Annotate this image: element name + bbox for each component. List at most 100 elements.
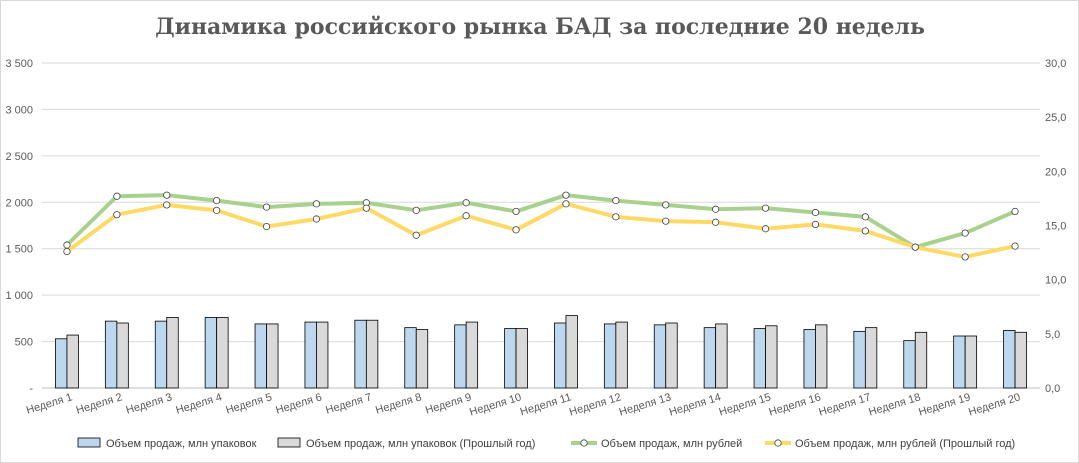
line-point xyxy=(113,192,121,200)
line-point xyxy=(512,207,520,216)
bar xyxy=(1014,331,1027,389)
bar xyxy=(1003,330,1016,389)
bar xyxy=(204,317,218,389)
line-point xyxy=(761,225,770,233)
bar xyxy=(454,324,467,389)
bar xyxy=(953,335,966,389)
line-point xyxy=(712,205,720,213)
line-point xyxy=(63,241,71,249)
bar xyxy=(266,323,279,389)
line-point xyxy=(861,213,869,221)
y-axis-left: - 500 1 000 1 500 2 000 2 500 3 000 3 500 xyxy=(5,58,33,395)
y-left-tick-label: - xyxy=(29,383,33,395)
line-point xyxy=(612,196,620,205)
legend-label: Объем продаж, млн упаковок xyxy=(106,438,257,450)
line-point xyxy=(761,204,770,212)
bar xyxy=(66,334,79,389)
series-line xyxy=(64,201,1018,259)
legend-marker xyxy=(580,439,588,447)
bar xyxy=(304,321,317,389)
bar xyxy=(404,327,417,389)
line-point xyxy=(213,196,221,205)
bar xyxy=(615,321,628,389)
line-point xyxy=(562,200,570,208)
bar xyxy=(964,335,978,389)
line-point xyxy=(712,218,720,226)
bar xyxy=(815,324,828,389)
bar xyxy=(55,338,68,389)
legend-swatch xyxy=(277,437,301,448)
line-point xyxy=(512,226,520,234)
bar xyxy=(753,328,766,389)
bar xyxy=(415,329,429,389)
y-right-tick-label: 10,0 xyxy=(1045,275,1066,287)
bar xyxy=(554,322,567,389)
y-left-tick-label: 1 000 xyxy=(5,290,33,302)
bar xyxy=(104,320,118,389)
bar xyxy=(254,323,267,389)
line-series xyxy=(63,191,1019,261)
bar xyxy=(354,319,367,389)
series-line xyxy=(64,193,1018,250)
bar xyxy=(515,328,528,389)
bar xyxy=(715,323,728,389)
legend: Объем продаж, млн упаковок Объем продаж, … xyxy=(77,437,1015,450)
y-right-tick-label: 25,0 xyxy=(1045,112,1066,124)
line-point xyxy=(811,220,820,229)
legend-label: Объем продаж, млн упаковок (Прошлый год) xyxy=(306,438,535,450)
line-point xyxy=(213,206,221,214)
line-point xyxy=(262,222,271,231)
y-left-tick-label: 2 000 xyxy=(5,197,33,209)
y-right-tick-label: 0,0 xyxy=(1045,383,1060,395)
line-point xyxy=(362,204,370,212)
line-point xyxy=(412,231,420,239)
bar xyxy=(853,330,866,389)
line-point xyxy=(662,201,670,209)
line-point xyxy=(1011,207,1019,216)
y-left-tick-label: 500 xyxy=(15,337,33,349)
y-right-tick-label: 5,0 xyxy=(1045,329,1060,341)
line-point xyxy=(961,229,969,237)
line-point xyxy=(861,227,869,235)
bar xyxy=(565,315,578,389)
legend-label: Объем продаж, млн рублей (Прошлый год) xyxy=(795,438,1015,450)
bar xyxy=(365,319,379,389)
y-right-tick-label: 20,0 xyxy=(1045,166,1066,178)
y-axis-right: 0,0 5,0 10,0 15,0 20,0 25,0 30,0 xyxy=(1045,58,1066,395)
bar xyxy=(603,323,617,389)
y-left-tick-label: 3 500 xyxy=(5,58,33,70)
line-point xyxy=(961,253,969,261)
bar xyxy=(653,324,667,389)
bar xyxy=(504,328,517,389)
bar xyxy=(665,322,678,389)
bar xyxy=(116,322,129,389)
line-point xyxy=(811,208,820,217)
bar xyxy=(703,327,717,389)
line-point xyxy=(462,199,470,207)
y-left-tick-label: 2 500 xyxy=(5,151,33,163)
line-point xyxy=(462,212,470,220)
bar-series xyxy=(55,315,1027,389)
y-right-tick-label: 30,0 xyxy=(1045,58,1066,70)
line-point xyxy=(1011,242,1019,250)
legend-marker xyxy=(774,439,782,447)
bar xyxy=(903,340,916,389)
line-point xyxy=(312,215,321,223)
line-point xyxy=(412,206,420,214)
line-point xyxy=(612,213,620,221)
bar xyxy=(914,331,928,389)
legend-label: Объем продаж, млн рублей xyxy=(601,438,742,450)
bar xyxy=(864,327,878,389)
bar xyxy=(216,317,229,389)
bar xyxy=(154,320,168,389)
line-point xyxy=(163,191,171,199)
bar xyxy=(765,325,778,389)
line-point xyxy=(312,200,321,208)
bar xyxy=(803,329,816,389)
bar xyxy=(465,321,479,389)
line-point xyxy=(911,243,919,251)
line-point xyxy=(113,211,121,219)
bar xyxy=(316,321,329,389)
y-right-tick-label: 15,0 xyxy=(1045,221,1066,233)
